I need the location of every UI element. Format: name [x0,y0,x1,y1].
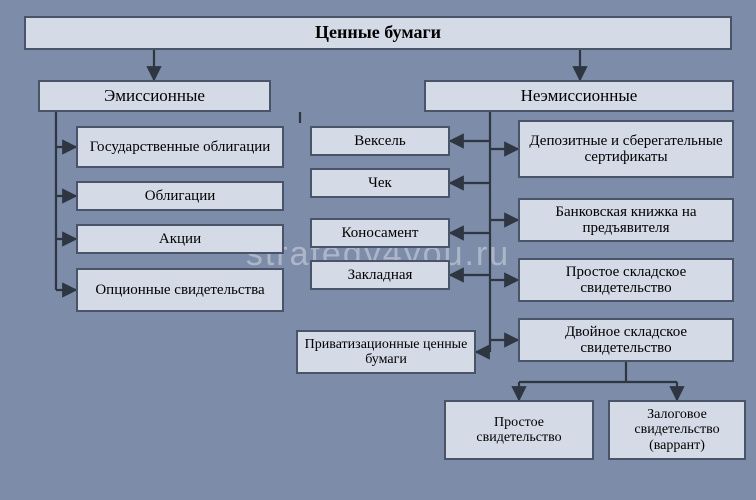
node-opc: Опционные свидетельства [76,268,284,312]
node-neemis: Неэмиссионные [424,80,734,112]
node-zakl: Закладная [310,260,450,290]
node-bank: Банковская книжка на предъявителя [518,198,734,242]
node-veks: Вексель [310,126,450,156]
node-priv: Приватизационные ценные бумаги [296,330,476,374]
node-zalog: Залоговое свидетельство (варрант) [608,400,746,460]
node-kono: Коносамент [310,218,450,248]
node-emis: Эмиссионные [38,80,271,112]
node-prsv: Простое свидетельство [444,400,594,460]
node-dvoin: Двойное складское свидетельство [518,318,734,362]
node-root: Ценные бумаги [24,16,732,50]
node-prost: Простое складское свидетельство [518,258,734,302]
node-akc: Акции [76,224,284,254]
node-gos: Государственные облигации [76,126,284,168]
node-depo: Депозитные и сберегательные сертификаты [518,120,734,178]
node-obl: Облигации [76,181,284,211]
node-chek: Чек [310,168,450,198]
